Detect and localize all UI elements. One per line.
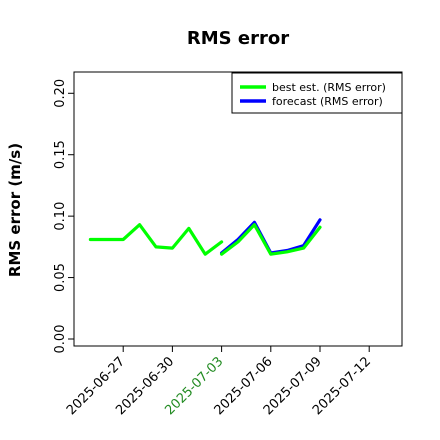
chart-title: RMS error (187, 28, 289, 49)
series-line-1 (88, 223, 224, 256)
plot-frame (73, 71, 403, 347)
y-tick-label: 0.00 (53, 325, 68, 354)
legend-box (231, 72, 403, 114)
y-tick-label: 0.05 (53, 263, 68, 292)
series-line-3 (220, 223, 322, 256)
plot-area: 0.000.050.100.150.202025-06-272025-06-30… (53, 71, 403, 418)
y-tick-label: 0.15 (53, 140, 68, 169)
y-tick-label: 0.20 (53, 79, 68, 108)
y-axis-label: RMS error (m/s) (6, 143, 24, 277)
y-tick-label: 0.10 (53, 202, 68, 231)
legend-entry: forecast (RMS error) (272, 95, 383, 108)
legend-entry: best est. (RMS error) (272, 81, 386, 94)
